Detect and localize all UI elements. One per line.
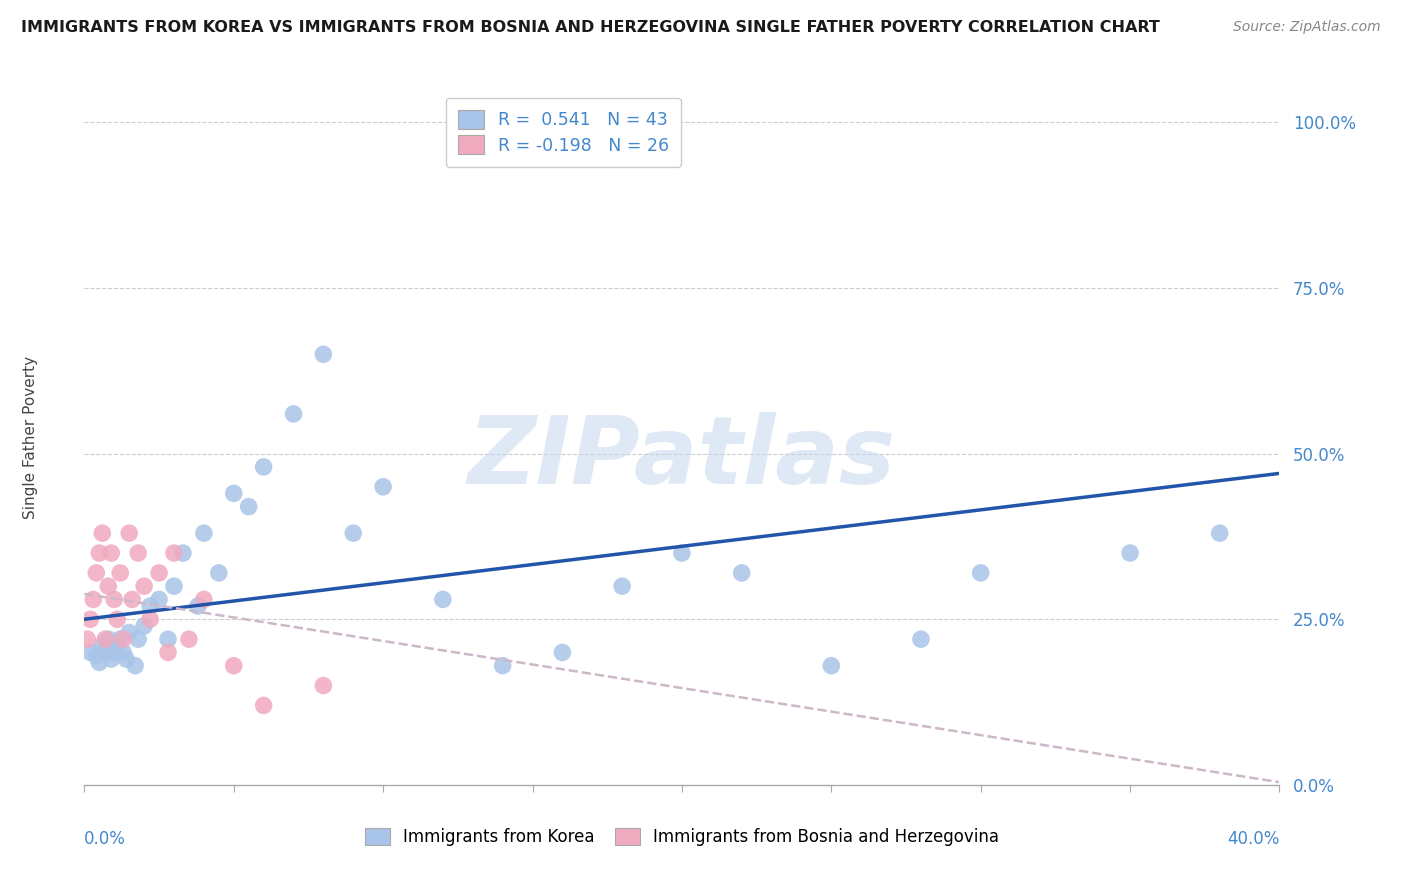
Point: [172, 546, 194, 560]
Point: [163, 579, 186, 593]
Point: [139, 599, 162, 613]
Point: [193, 592, 215, 607]
Legend: Immigrants from Korea, Immigrants from Bosnia and Herzegovina: Immigrants from Korea, Immigrants from B…: [359, 822, 1005, 853]
Point: [105, 612, 128, 626]
Point: [253, 459, 276, 474]
Point: [110, 632, 132, 647]
Point: [100, 546, 122, 560]
Point: [86, 648, 108, 663]
Point: [97, 579, 120, 593]
Point: [970, 566, 993, 580]
Point: [238, 500, 260, 514]
Point: [163, 546, 186, 560]
Point: [91, 639, 114, 653]
Point: [492, 658, 515, 673]
Point: [1119, 546, 1142, 560]
Point: [208, 566, 231, 580]
Text: IMMIGRANTS FROM KOREA VS IMMIGRANTS FROM BOSNIA AND HERZEGOVINA SINGLE FATHER PO: IMMIGRANTS FROM KOREA VS IMMIGRANTS FROM…: [21, 20, 1160, 35]
Point: [127, 546, 149, 560]
Point: [312, 679, 335, 693]
Point: [253, 698, 276, 713]
Point: [112, 632, 135, 647]
Point: [132, 579, 156, 593]
Point: [118, 625, 141, 640]
Text: 0.0%: 0.0%: [84, 830, 127, 848]
Point: [342, 526, 364, 541]
Point: [105, 639, 128, 653]
Point: [612, 579, 634, 593]
Point: [157, 632, 180, 647]
Point: [193, 526, 215, 541]
Point: [79, 612, 101, 626]
Point: [79, 645, 101, 659]
Point: [86, 566, 108, 580]
Point: [139, 612, 162, 626]
Point: [127, 632, 149, 647]
Point: [187, 599, 209, 613]
Point: [89, 656, 111, 670]
Point: [1209, 526, 1232, 541]
Point: [132, 619, 156, 633]
Text: ZIPatlas: ZIPatlas: [468, 412, 896, 504]
Point: [731, 566, 754, 580]
Text: Single Father Poverty: Single Father Poverty: [22, 356, 38, 518]
Point: [222, 658, 245, 673]
Point: [103, 645, 125, 659]
Point: [820, 658, 842, 673]
Point: [121, 592, 143, 607]
Point: [94, 645, 117, 659]
Point: [177, 632, 200, 647]
Point: [110, 566, 132, 580]
Point: [89, 546, 111, 560]
Point: [671, 546, 693, 560]
Text: 40.0%: 40.0%: [1227, 830, 1279, 848]
Point: [551, 645, 574, 659]
Point: [373, 480, 395, 494]
Point: [148, 592, 170, 607]
Point: [112, 645, 135, 659]
Point: [124, 658, 146, 673]
Point: [222, 486, 245, 500]
Point: [91, 526, 114, 541]
Point: [115, 652, 138, 666]
Point: [118, 526, 141, 541]
Point: [103, 592, 125, 607]
Text: Source: ZipAtlas.com: Source: ZipAtlas.com: [1233, 20, 1381, 34]
Point: [283, 407, 305, 421]
Point: [94, 632, 117, 647]
Point: [82, 592, 104, 607]
Point: [100, 652, 122, 666]
Point: [157, 645, 180, 659]
Point: [76, 632, 98, 647]
Point: [432, 592, 454, 607]
Point: [97, 632, 120, 647]
Point: [910, 632, 932, 647]
Point: [312, 347, 335, 361]
Point: [148, 566, 170, 580]
